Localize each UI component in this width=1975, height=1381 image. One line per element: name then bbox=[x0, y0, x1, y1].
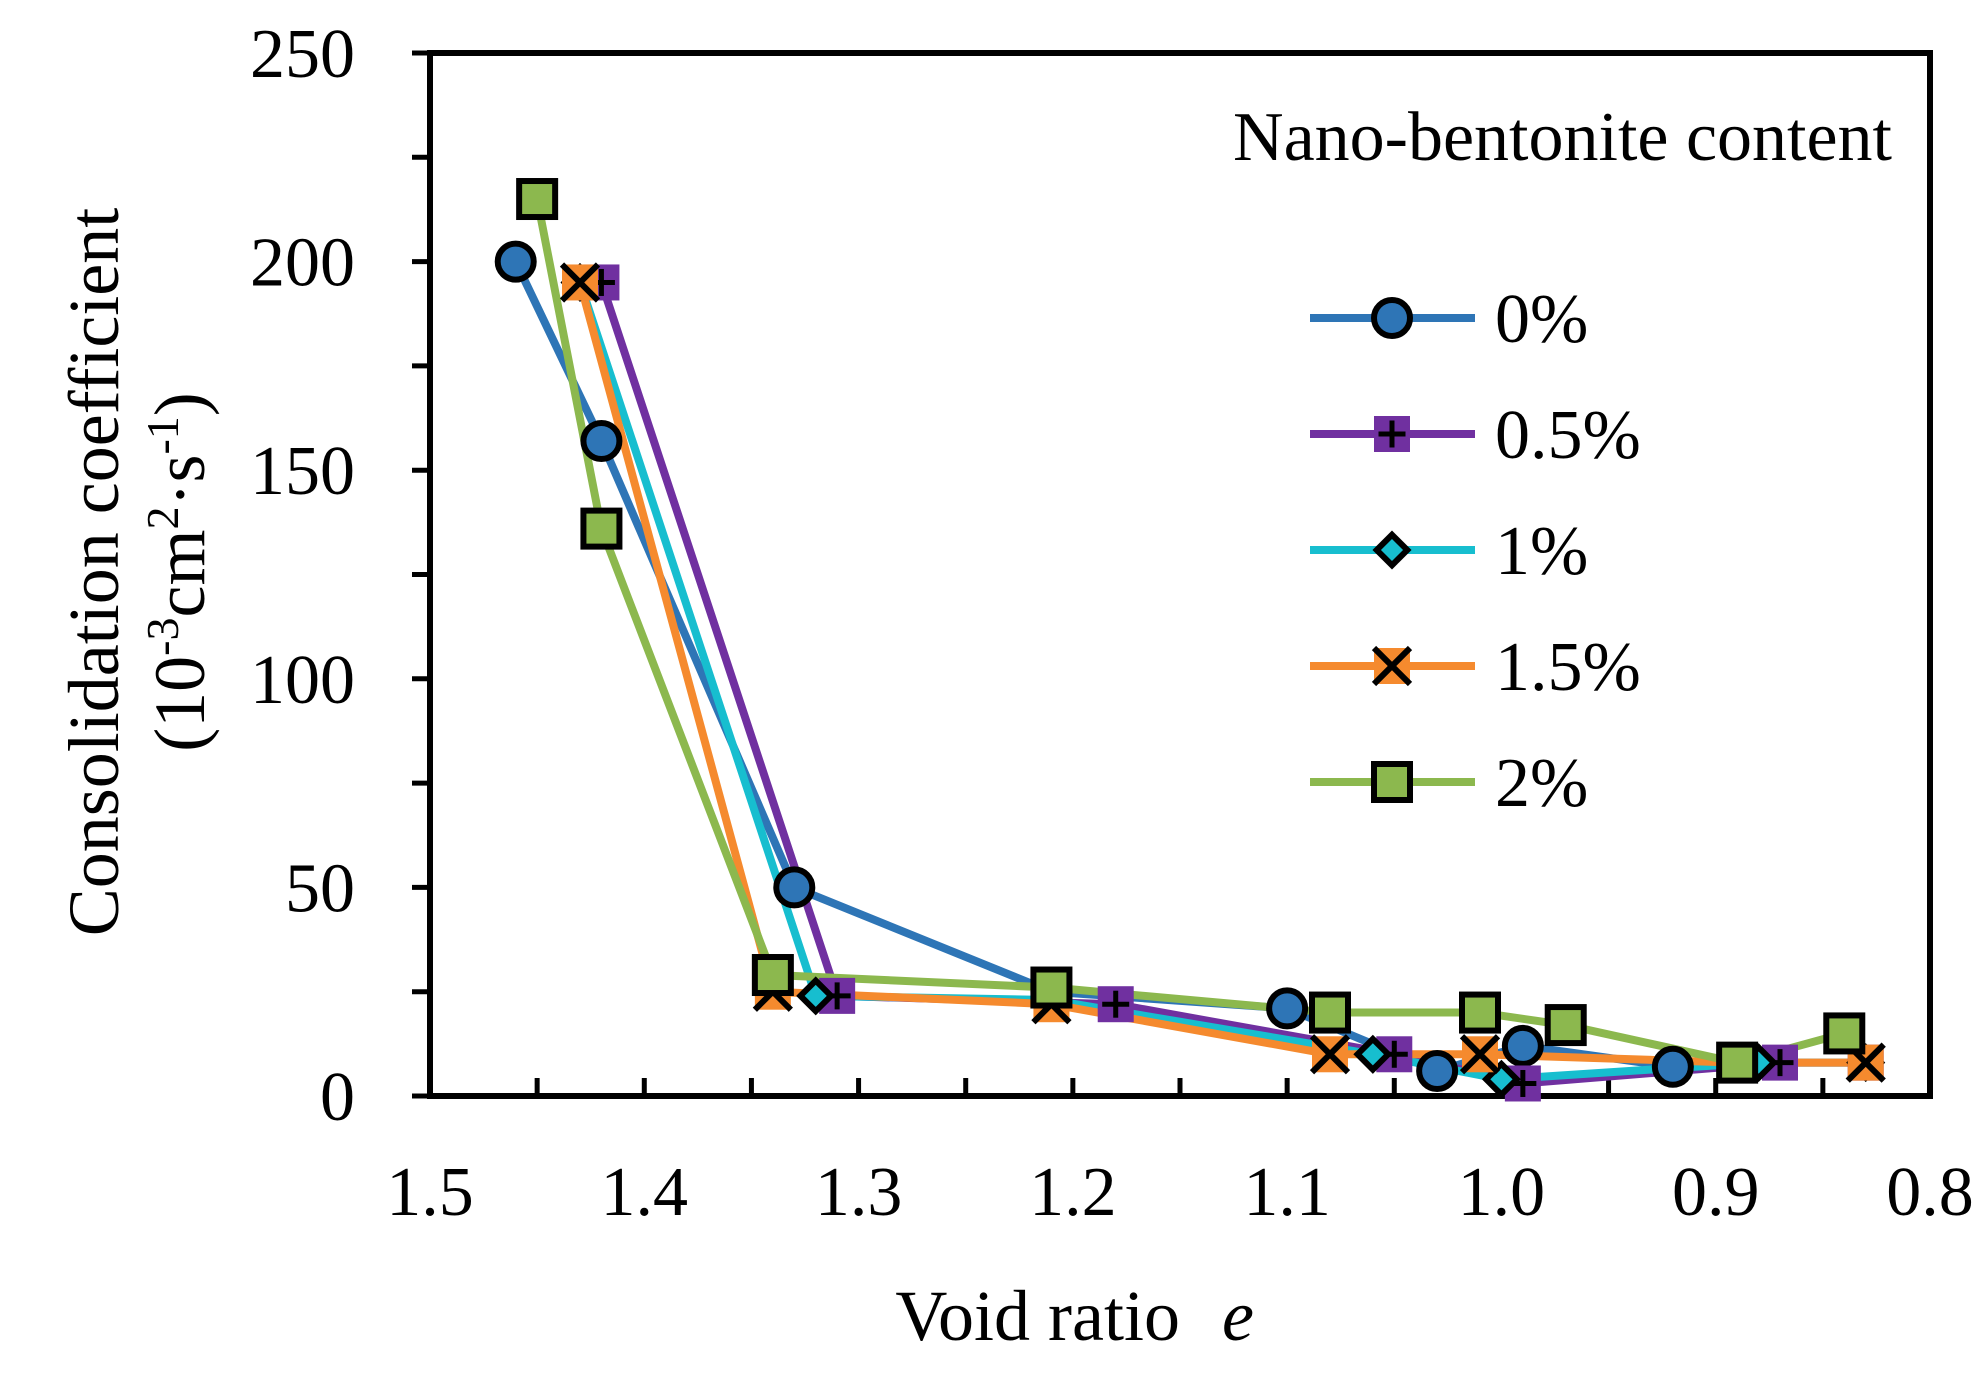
legend-marker bbox=[1371, 297, 1413, 339]
data-point bbox=[773, 866, 816, 909]
legend-item: 1% bbox=[1310, 513, 1588, 590]
y-tick-label: 250 bbox=[250, 16, 355, 93]
series-markers-4 bbox=[516, 178, 1866, 1084]
legend-marker bbox=[1374, 416, 1410, 452]
series-markers bbox=[494, 178, 1886, 1102]
legend-label: 0% bbox=[1495, 281, 1588, 358]
data-point bbox=[1459, 1034, 1501, 1075]
x-tick-label: 1.3 bbox=[815, 1154, 903, 1231]
data-point bbox=[516, 178, 559, 221]
data-point bbox=[1651, 1045, 1694, 1088]
x-tick-label: 1.2 bbox=[1029, 1154, 1117, 1231]
data-point bbox=[1823, 1012, 1866, 1055]
marker-x-b bbox=[1845, 1042, 1886, 1083]
legend: Nano-bentonite content 0% 0.5% 1% 1.5% 2% bbox=[1233, 99, 1893, 822]
data-point bbox=[1459, 991, 1501, 1034]
data-point bbox=[1501, 1024, 1544, 1067]
x-axis-title: Void ratio bbox=[895, 1276, 1180, 1356]
y-axis-title-line2: (10-3cm2·s-1) bbox=[137, 392, 220, 752]
axis-ticks bbox=[412, 50, 1933, 1099]
x-axis-title-symbol: e bbox=[1222, 1276, 1254, 1356]
legend-marker bbox=[1372, 530, 1412, 570]
data-point bbox=[1097, 986, 1134, 1023]
axis-tick-labels: 1.5 1.4 1.3 1.2 1.1 1.0 0.9 0.8 0 50 100 150 200 250 bbox=[250, 16, 1974, 1231]
y-unit-suffix: ) bbox=[140, 392, 220, 416]
y-tick-label: 50 bbox=[285, 850, 355, 927]
y-unit-mid2: ·s bbox=[140, 455, 220, 507]
legend-item: 1.5% bbox=[1310, 629, 1641, 706]
data-point bbox=[1544, 1004, 1587, 1047]
data-point bbox=[580, 419, 623, 462]
legend-label: 2% bbox=[1495, 745, 1588, 822]
x-tick-label: 0.8 bbox=[1886, 1154, 1974, 1231]
legend-title: Nano-bentonite content bbox=[1233, 99, 1893, 176]
y-unit-mid: cm bbox=[140, 530, 220, 618]
x-tick-label: 0.9 bbox=[1672, 1154, 1760, 1231]
legend-label: 1% bbox=[1495, 513, 1588, 590]
y-unit-sup2: 2 bbox=[137, 507, 188, 530]
legend-marker bbox=[1371, 645, 1413, 687]
data-point bbox=[494, 240, 537, 283]
marker-x-b bbox=[559, 262, 601, 303]
marker-x-b bbox=[1459, 1034, 1501, 1075]
data-point bbox=[1416, 1049, 1459, 1092]
legend-item: 2% bbox=[1310, 745, 1588, 822]
x-tick-label: 1.0 bbox=[1458, 1154, 1546, 1231]
data-point bbox=[1716, 1041, 1759, 1084]
data-point bbox=[751, 954, 794, 997]
legend-label: 0.5% bbox=[1495, 397, 1641, 474]
data-point bbox=[1353, 1034, 1393, 1074]
data-point bbox=[1309, 991, 1351, 1034]
x-tick-label: 1.1 bbox=[1243, 1154, 1331, 1231]
marker-x-b bbox=[1371, 645, 1413, 687]
legend-marker bbox=[1371, 761, 1413, 803]
y-tick-label: 200 bbox=[250, 225, 355, 302]
legend-label: 1.5% bbox=[1495, 629, 1641, 706]
legend-item: 0.5% bbox=[1310, 397, 1641, 474]
data-point bbox=[559, 262, 601, 303]
data-point bbox=[580, 507, 623, 550]
data-point bbox=[796, 976, 836, 1016]
data-point bbox=[1030, 966, 1073, 1009]
y-axis-title: Consolidation coefficient (10-3cm2·s-1) bbox=[54, 208, 220, 937]
y-tick-label: 100 bbox=[250, 642, 355, 719]
y-unit-sup3: -1 bbox=[137, 416, 188, 454]
legend-items: 0% 0.5% 1% 1.5% 2% bbox=[1310, 281, 1641, 822]
data-point bbox=[1309, 1034, 1351, 1075]
y-unit-prefix: (10 bbox=[140, 656, 220, 752]
legend-item: 0% bbox=[1310, 281, 1588, 358]
x-tick-label: 1.4 bbox=[601, 1154, 689, 1231]
y-tick-label: 150 bbox=[250, 433, 355, 510]
data-point bbox=[1266, 987, 1309, 1030]
x-tick-label: 1.5 bbox=[386, 1154, 474, 1231]
marker-x-b bbox=[1309, 1034, 1351, 1075]
y-unit-sup1: -3 bbox=[137, 617, 188, 655]
y-axis-title-line1: Consolidation coefficient bbox=[54, 208, 134, 937]
y-tick-label: 0 bbox=[320, 1059, 355, 1136]
